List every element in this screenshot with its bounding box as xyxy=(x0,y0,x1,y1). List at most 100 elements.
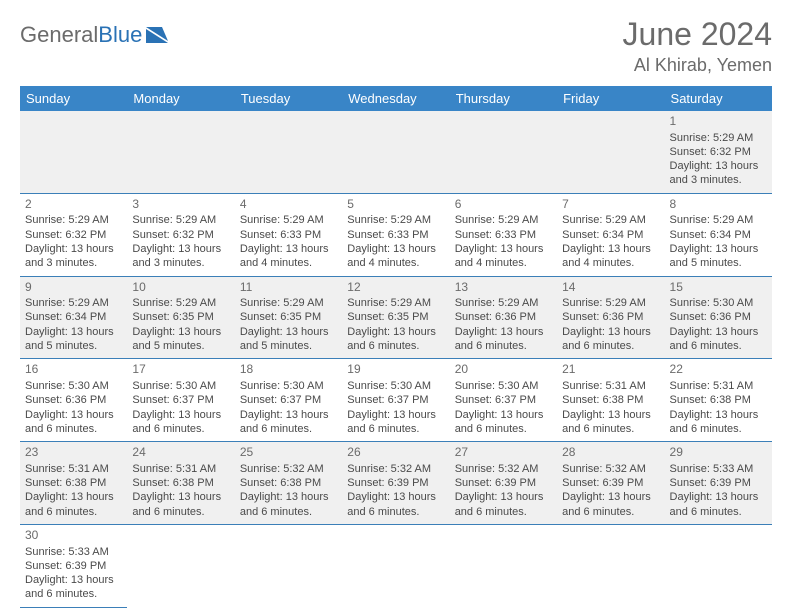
weekday-header: Tuesday xyxy=(235,86,342,111)
daylight-text: Daylight: 13 hours and 4 minutes. xyxy=(240,242,337,271)
sunset-text: Sunset: 6:35 PM xyxy=(132,310,229,324)
sunrise-text: Sunrise: 5:32 AM xyxy=(240,462,337,476)
weekday-header: Friday xyxy=(557,86,664,111)
calendar-day-cell: 10Sunrise: 5:29 AMSunset: 6:35 PMDayligh… xyxy=(127,276,234,359)
sunset-text: Sunset: 6:35 PM xyxy=(240,310,337,324)
calendar-day-cell: 19Sunrise: 5:30 AMSunset: 6:37 PMDayligh… xyxy=(342,359,449,442)
sunset-text: Sunset: 6:39 PM xyxy=(670,476,767,490)
day-number: 30 xyxy=(25,528,122,544)
calendar-day-cell xyxy=(665,524,772,607)
sunrise-text: Sunrise: 5:32 AM xyxy=(455,462,552,476)
sunset-text: Sunset: 6:34 PM xyxy=(670,228,767,242)
calendar-day-cell xyxy=(20,111,127,193)
sunset-text: Sunset: 6:36 PM xyxy=(670,310,767,324)
sunrise-text: Sunrise: 5:31 AM xyxy=(670,379,767,393)
calendar-day-cell: 21Sunrise: 5:31 AMSunset: 6:38 PMDayligh… xyxy=(557,359,664,442)
sunrise-text: Sunrise: 5:29 AM xyxy=(240,296,337,310)
day-number: 4 xyxy=(240,197,337,213)
weekday-header: Saturday xyxy=(665,86,772,111)
daylight-text: Daylight: 13 hours and 6 minutes. xyxy=(132,408,229,437)
sunrise-text: Sunrise: 5:29 AM xyxy=(347,213,444,227)
logo: GeneralBlue xyxy=(20,16,172,48)
daylight-text: Daylight: 13 hours and 5 minutes. xyxy=(240,325,337,354)
header: GeneralBlue June 2024 Al Khirab, Yemen xyxy=(20,16,772,76)
daylight-text: Daylight: 13 hours and 6 minutes. xyxy=(562,325,659,354)
sunrise-text: Sunrise: 5:33 AM xyxy=(670,462,767,476)
daylight-text: Daylight: 13 hours and 6 minutes. xyxy=(347,490,444,519)
calendar-week-row: 2Sunrise: 5:29 AMSunset: 6:32 PMDaylight… xyxy=(20,193,772,276)
sunrise-text: Sunrise: 5:29 AM xyxy=(240,213,337,227)
weekday-header: Wednesday xyxy=(342,86,449,111)
weekday-header: Thursday xyxy=(450,86,557,111)
daylight-text: Daylight: 13 hours and 6 minutes. xyxy=(455,490,552,519)
day-number: 1 xyxy=(670,114,767,130)
calendar-day-cell: 13Sunrise: 5:29 AMSunset: 6:36 PMDayligh… xyxy=(450,276,557,359)
sunrise-text: Sunrise: 5:29 AM xyxy=(25,296,122,310)
day-number: 7 xyxy=(562,197,659,213)
sunset-text: Sunset: 6:39 PM xyxy=(562,476,659,490)
daylight-text: Daylight: 13 hours and 3 minutes. xyxy=(25,242,122,271)
title-block: June 2024 Al Khirab, Yemen xyxy=(623,16,772,76)
location: Al Khirab, Yemen xyxy=(623,55,772,76)
sunset-text: Sunset: 6:33 PM xyxy=(455,228,552,242)
sunset-text: Sunset: 6:38 PM xyxy=(25,476,122,490)
sunrise-text: Sunrise: 5:29 AM xyxy=(25,213,122,227)
daylight-text: Daylight: 13 hours and 6 minutes. xyxy=(455,325,552,354)
day-number: 8 xyxy=(670,197,767,213)
calendar-day-cell: 25Sunrise: 5:32 AMSunset: 6:38 PMDayligh… xyxy=(235,442,342,525)
calendar-day-cell: 1Sunrise: 5:29 AMSunset: 6:32 PMDaylight… xyxy=(665,111,772,193)
sunset-text: Sunset: 6:37 PM xyxy=(455,393,552,407)
day-number: 20 xyxy=(455,362,552,378)
daylight-text: Daylight: 13 hours and 6 minutes. xyxy=(240,490,337,519)
sunset-text: Sunset: 6:36 PM xyxy=(562,310,659,324)
daylight-text: Daylight: 13 hours and 4 minutes. xyxy=(347,242,444,271)
day-number: 14 xyxy=(562,280,659,296)
sunset-text: Sunset: 6:32 PM xyxy=(132,228,229,242)
calendar-day-cell xyxy=(557,111,664,193)
sunrise-text: Sunrise: 5:29 AM xyxy=(132,296,229,310)
daylight-text: Daylight: 13 hours and 6 minutes. xyxy=(132,490,229,519)
daylight-text: Daylight: 13 hours and 5 minutes. xyxy=(670,242,767,271)
calendar-day-cell: 5Sunrise: 5:29 AMSunset: 6:33 PMDaylight… xyxy=(342,193,449,276)
month-title: June 2024 xyxy=(623,16,772,53)
brand-part1: General xyxy=(20,22,98,48)
day-number: 6 xyxy=(455,197,552,213)
day-number: 10 xyxy=(132,280,229,296)
calendar-body: 1 Sunrise: 5:29 AM Sunset: 6:32 PM Daylight… xyxy=(20,111,772,607)
calendar-day-cell: 24Sunrise: 5:31 AMSunset: 6:38 PMDayligh… xyxy=(127,442,234,525)
calendar-day-cell: 14Sunrise: 5:29 AMSunset: 6:36 PMDayligh… xyxy=(557,276,664,359)
daylight-text: Daylight: 13 hours and 6 minutes. xyxy=(670,325,767,354)
logo-flag-icon xyxy=(146,25,172,45)
day-number: 16 xyxy=(25,362,122,378)
sunset-text: Sunset: 6:38 PM xyxy=(562,393,659,407)
daylight-text: Daylight: 13 hours and 6 minutes. xyxy=(670,408,767,437)
day-number: 5 xyxy=(347,197,444,213)
calendar-week-row: 9Sunrise: 5:29 AMSunset: 6:34 PMDaylight… xyxy=(20,276,772,359)
calendar-day-cell: 28Sunrise: 5:32 AMSunset: 6:39 PMDayligh… xyxy=(557,442,664,525)
calendar-day-cell: 12Sunrise: 5:29 AMSunset: 6:35 PMDayligh… xyxy=(342,276,449,359)
daylight-text: Daylight: 13 hours and 6 minutes. xyxy=(562,490,659,519)
sunrise-text: Sunrise: 5:29 AM xyxy=(562,213,659,227)
daylight-text: Daylight: 13 hours and 6 minutes. xyxy=(25,408,122,437)
daylight-text: Daylight: 13 hours and 4 minutes. xyxy=(562,242,659,271)
day-number: 25 xyxy=(240,445,337,461)
calendar-day-cell: 23Sunrise: 5:31 AMSunset: 6:38 PMDayligh… xyxy=(20,442,127,525)
calendar-day-cell: 8Sunrise: 5:29 AMSunset: 6:34 PMDaylight… xyxy=(665,193,772,276)
sunrise-text: Sunrise: 5:30 AM xyxy=(347,379,444,393)
sunrise-text: Sunrise: 5:31 AM xyxy=(562,379,659,393)
day-number: 21 xyxy=(562,362,659,378)
sunset-text: Sunset: 6:34 PM xyxy=(562,228,659,242)
calendar-day-cell: 27Sunrise: 5:32 AMSunset: 6:39 PMDayligh… xyxy=(450,442,557,525)
day-number: 29 xyxy=(670,445,767,461)
sunset-text: Sunset: 6:37 PM xyxy=(240,393,337,407)
day-number: 23 xyxy=(25,445,122,461)
daylight-text: Daylight: 13 hours and 6 minutes. xyxy=(347,325,444,354)
sunrise-text: Sunrise: 5:32 AM xyxy=(562,462,659,476)
day-number: 24 xyxy=(132,445,229,461)
day-number: 9 xyxy=(25,280,122,296)
calendar-week-row: 23Sunrise: 5:31 AMSunset: 6:38 PMDayligh… xyxy=(20,442,772,525)
calendar-week-row: 1Sunrise: 5:29 AMSunset: 6:32 PMDaylight… xyxy=(20,111,772,193)
daylight-text: Daylight: 13 hours and 4 minutes. xyxy=(455,242,552,271)
day-number: 18 xyxy=(240,362,337,378)
daylight-text: Daylight: 13 hours and 5 minutes. xyxy=(25,325,122,354)
